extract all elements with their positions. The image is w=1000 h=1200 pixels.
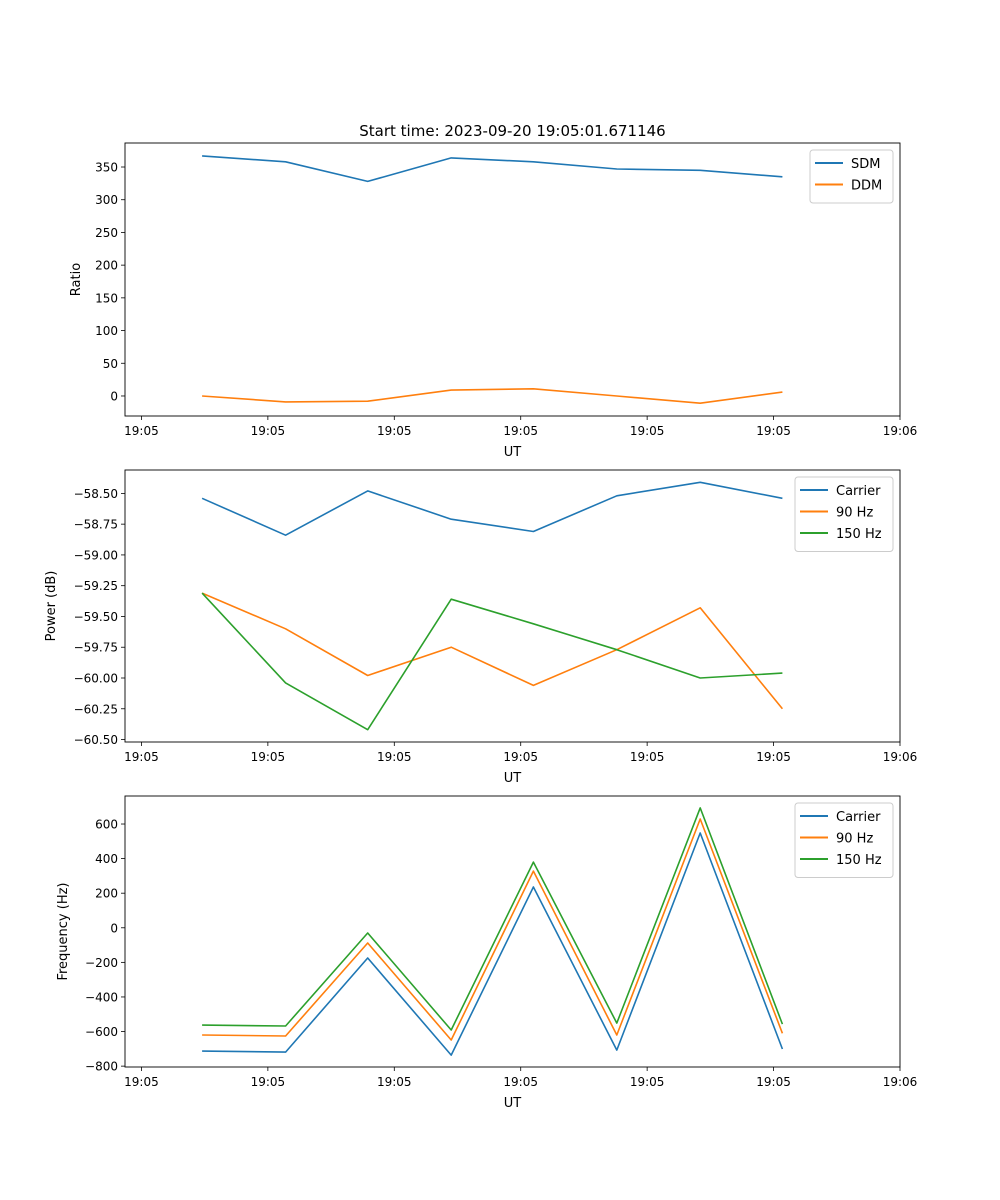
y-tick-label: −59.25 (74, 579, 118, 593)
x-tick-label: 19:05 (756, 424, 791, 438)
x-tick-label: 19:05 (503, 1075, 538, 1089)
y-tick-label: 600 (95, 818, 118, 832)
subplot-2: 19:05 19:05 19:05 19:05 19:05 19:05 19:06 −60.5… (44, 469, 918, 786)
x-tick-label: 19:05 (124, 1075, 159, 1089)
series-line-150-hz (201, 592, 783, 731)
y-tick-label: 200 (95, 887, 118, 901)
y-tick-label: 200 (95, 259, 118, 273)
y-tick-label: 0 (110, 921, 118, 935)
y-axis-label: Frequency (Hz) (56, 882, 71, 980)
legend-label: SDM (851, 157, 880, 172)
y-tick-label: 250 (95, 226, 118, 240)
axes-frame (124, 795, 901, 1068)
x-tick-label: 19:05 (377, 1075, 412, 1089)
x-tick-label: 19:05 (503, 750, 538, 764)
legend: SDM DDM (809, 149, 894, 204)
y-tick-label: −58.50 (74, 487, 118, 501)
x-tick-label: 19:05 (377, 750, 412, 764)
y-tick-label: −200 (85, 956, 118, 970)
x-tick-label: 19:05 (124, 750, 159, 764)
series-line-sdm (202, 155, 783, 183)
x-tick-label: 19:05 (503, 424, 538, 438)
subplot-1: Start time: 2023-09-20 19:05:01.671146 19… (69, 122, 917, 460)
x-tick-label: 19:05 (377, 424, 412, 438)
y-tick-label: −400 (85, 990, 118, 1004)
y-tick-label: −58.75 (74, 518, 118, 532)
legend-label: 150 Hz (836, 853, 882, 868)
x-tick-label: 19:05 (756, 750, 791, 764)
legend-label: 150 Hz (836, 527, 882, 542)
y-tick-label: −600 (85, 1025, 118, 1039)
axes-frame (124, 469, 901, 743)
x-axis-label: UT (504, 445, 522, 460)
x-tick-label: 19:05 (756, 1075, 791, 1089)
chart-title: Start time: 2023-09-20 19:05:01.671146 (359, 122, 665, 140)
x-axis-label: UT (504, 771, 522, 786)
legend-label: 90 Hz (836, 832, 873, 847)
y-tick-label: 100 (95, 324, 118, 338)
legend-label: DDM (851, 179, 882, 194)
y-axis-label: Power (dB) (44, 571, 59, 642)
legend: Carrier 90 Hz 150 Hz (794, 476, 894, 552)
x-tick-label: 19:06 (883, 424, 918, 438)
x-tick-label: 19:05 (251, 424, 286, 438)
subplot-3: 19:05 19:05 19:05 19:05 19:05 19:05 19:06 −800 −… (56, 795, 918, 1111)
x-tick-label: 19:05 (251, 1075, 286, 1089)
legend-label: Carrier (836, 484, 881, 499)
axes-frame (124, 142, 901, 417)
x-tick-label: 19:05 (251, 750, 286, 764)
y-tick-label: −59.75 (74, 641, 118, 655)
y-tick-label: −59.50 (74, 610, 118, 624)
y-tick-label: 0 (110, 389, 118, 403)
x-tick-label: 19:06 (883, 750, 918, 764)
x-tick-label: 19:05 (124, 424, 159, 438)
series-line-90-hz (202, 818, 784, 1041)
legend-label: Carrier (836, 810, 881, 825)
y-tick-label: 300 (95, 193, 118, 207)
y-tick-label: 150 (95, 291, 118, 305)
y-tick-label: 50 (103, 357, 118, 371)
y-tick-label: −59.00 (74, 548, 118, 562)
y-tick-label: 350 (95, 161, 118, 175)
series-line-90-hz (201, 592, 784, 710)
y-tick-label: −800 (85, 1060, 118, 1074)
x-axis-label: UT (504, 1096, 522, 1111)
y-tick-label: −60.25 (74, 702, 118, 716)
x-tick-label: 19:05 (630, 424, 665, 438)
series-line-carrier (201, 481, 783, 537)
x-tick-label: 19:05 (630, 1075, 665, 1089)
y-axis-label: Ratio (69, 263, 84, 296)
y-tick-label: −60.50 (74, 733, 118, 747)
y-tick-label: 400 (95, 852, 118, 866)
legend: Carrier 90 Hz 150 Hz (794, 802, 894, 878)
series-line-150-hz (202, 807, 784, 1031)
series-line-ddm (202, 387, 783, 405)
legend-label: 90 Hz (836, 506, 873, 521)
y-tick-label: −60.00 (74, 672, 118, 686)
series-line-carrier (202, 832, 784, 1056)
x-tick-label: 19:06 (883, 1075, 918, 1089)
x-tick-label: 19:05 (630, 750, 665, 764)
